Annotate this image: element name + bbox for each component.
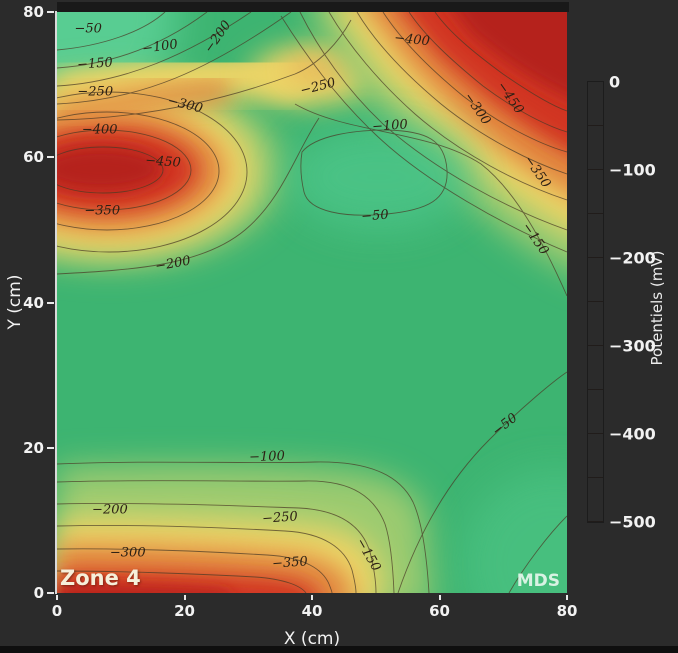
contour-label: −50 [74,21,102,37]
x-tick-mark [438,595,441,600]
colorbar-tick-label: −500 [609,512,656,532]
contour-label: −400 [393,30,431,49]
contour-label: −250 [261,509,299,527]
colorbar [587,81,604,523]
y-tick-mark [47,592,54,594]
x-tick-mark [56,595,58,600]
zone-annotation: Zone 4 [60,566,141,590]
contour-field [57,12,567,593]
contour-label: −400 [81,122,118,138]
colorbar-tick-label: −400 [609,424,656,444]
y-tick-mark [47,301,54,304]
y-tick-label: 60 [23,148,44,167]
y-axis-line [55,11,57,594]
x-tick-mark [566,595,568,600]
colorbar-tick-label: 0 [609,72,621,92]
x-tick-mark [183,595,186,600]
y-tick-label: 80 [23,3,44,21]
contour-label: −150 [76,54,114,73]
contour-label: −100 [248,449,285,466]
contour-label: −50 [360,207,390,225]
y-tick-mark [47,11,54,13]
mds-annotation: MDS [516,571,560,591]
colorbar-tick-label: −300 [609,336,656,356]
y-tick-label: 40 [23,293,44,312]
x-tick-label: 40 [301,602,323,620]
contour-label: −450 [144,152,182,171]
contour-lines [57,12,567,593]
y-tick-mark [47,446,54,449]
plot-top-border [57,2,569,12]
y-tick-label: 20 [23,438,44,457]
colorbar-tick-label: −100 [609,160,656,180]
contour-label: −250 [77,84,114,100]
x-tick-label: 0 [51,602,63,620]
x-tick-label: 60 [429,602,450,620]
contour-label: −350 [271,554,309,572]
y-tick-mark [47,156,54,159]
plot-area: Zone 4 MDS −50 −100 −150 −200 −250 −300 −250 −4… [57,12,567,593]
x-tick-mark [311,595,313,600]
window-bottom-bar [0,646,678,653]
contour-label: −350 [84,203,121,219]
x-axis-title: X (cm) [283,629,341,649]
contour-label: −300 [109,545,146,561]
x-tick-label: 80 [556,602,578,620]
y-tick-label: 0 [33,584,44,602]
colorbar-tick-label: −200 [609,248,656,268]
contour-label: −200 [92,502,128,518]
contour-label: −100 [372,117,409,135]
x-tick-label: 20 [174,602,195,620]
